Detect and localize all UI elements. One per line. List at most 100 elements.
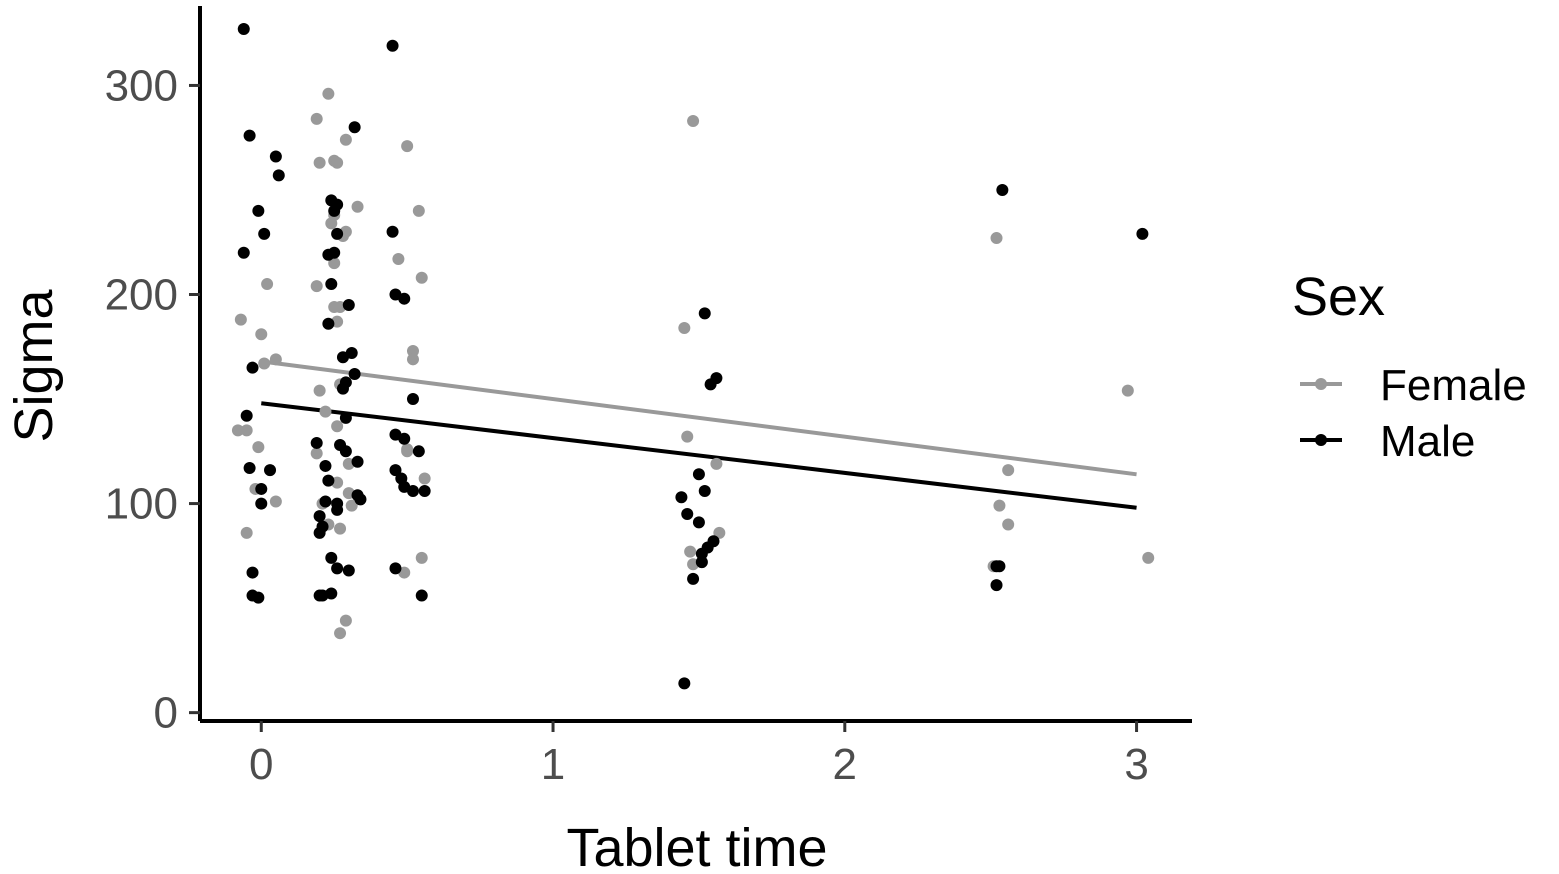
point-female xyxy=(392,252,405,265)
point-male xyxy=(246,361,259,374)
point-female xyxy=(1142,551,1155,564)
x-tick-label: 0 xyxy=(249,740,273,789)
point-male xyxy=(354,493,367,506)
point-male xyxy=(339,411,352,424)
y-tick-label: 300 xyxy=(105,61,178,110)
point-female xyxy=(339,133,352,146)
point-male xyxy=(325,551,338,564)
x-axis-title: Tablet time xyxy=(566,818,827,874)
x-tick-label: 2 xyxy=(833,740,857,789)
point-male xyxy=(398,292,411,305)
point-female xyxy=(412,204,425,217)
point-female xyxy=(310,112,323,125)
point-male xyxy=(310,436,323,449)
point-female xyxy=(252,441,265,454)
x-tick-label: 1 xyxy=(541,740,565,789)
point-female xyxy=(687,114,700,127)
point-female xyxy=(339,614,352,627)
point-male xyxy=(264,464,277,477)
point-male xyxy=(993,560,1006,573)
point-female xyxy=(258,357,271,370)
x-axis-ticks: 0 1 2 3 xyxy=(249,721,1149,789)
point-male xyxy=(698,307,711,320)
point-female xyxy=(1121,384,1134,397)
point-female xyxy=(269,495,282,508)
point-female xyxy=(1002,464,1015,477)
point-male xyxy=(325,278,338,291)
point-female xyxy=(261,278,274,291)
axes: 0 1 2 3 0 100 200 300 xyxy=(105,6,1192,789)
legend-item-female: Female xyxy=(1300,361,1527,410)
point-male xyxy=(415,589,428,602)
point-female xyxy=(255,328,268,341)
point-male xyxy=(258,227,271,240)
legend-items: Female Male xyxy=(1300,361,1527,466)
point-female xyxy=(401,443,414,456)
point-male xyxy=(398,432,411,445)
point-female xyxy=(345,499,358,512)
plot-area xyxy=(231,22,1155,690)
y-tick-label: 100 xyxy=(105,480,178,529)
point-female xyxy=(328,257,341,270)
point-female xyxy=(710,457,723,470)
point-male xyxy=(678,677,691,690)
point-male xyxy=(272,169,285,182)
point-male xyxy=(240,409,253,422)
x-tick-label: 3 xyxy=(1124,740,1148,789)
y-tick-label: 0 xyxy=(154,689,178,738)
point-male xyxy=(412,445,425,458)
point-female xyxy=(310,447,323,460)
point-male xyxy=(698,485,711,498)
point-female xyxy=(310,280,323,293)
legend: Sex Female Male xyxy=(1292,267,1527,466)
y-axis-ticks: 0 100 200 300 xyxy=(105,61,200,738)
point-male xyxy=(246,566,259,579)
point-male xyxy=(687,572,700,585)
point-male xyxy=(255,482,268,495)
point-male xyxy=(389,562,402,575)
legend-label-female: Female xyxy=(1380,361,1527,410)
point-male xyxy=(389,464,402,477)
point-female xyxy=(334,522,347,535)
point-male xyxy=(325,587,338,600)
legend-label-male: Male xyxy=(1380,417,1475,466)
point-female xyxy=(415,271,428,284)
point-female xyxy=(681,430,694,443)
trend-lines xyxy=(261,359,1137,510)
point-male xyxy=(331,503,344,516)
point-male xyxy=(707,535,720,548)
point-male xyxy=(386,225,399,238)
point-female xyxy=(401,140,414,153)
point-male xyxy=(269,150,282,163)
point-female xyxy=(713,526,726,539)
point-male xyxy=(996,183,1009,196)
point-female xyxy=(319,405,332,418)
point-female xyxy=(313,384,326,397)
point-female xyxy=(406,353,419,366)
point-male xyxy=(406,485,419,498)
point-male xyxy=(252,204,265,217)
point-male xyxy=(1136,227,1149,240)
point-male xyxy=(331,227,344,240)
point-female xyxy=(269,353,282,366)
point-female xyxy=(331,420,344,433)
trend-line-male xyxy=(261,401,1137,510)
point-male xyxy=(319,459,332,472)
point-male xyxy=(319,495,332,508)
point-female xyxy=(351,200,364,213)
y-axis-title: Sigma xyxy=(4,289,64,443)
legend-key-point-male xyxy=(1315,434,1327,446)
point-female xyxy=(234,313,247,326)
point-male xyxy=(386,39,399,52)
point-male xyxy=(313,510,326,523)
point-female xyxy=(240,526,253,539)
point-male xyxy=(322,317,335,330)
point-male xyxy=(243,462,256,475)
point-male xyxy=(252,591,265,604)
legend-title: Sex xyxy=(1292,267,1385,327)
point-male xyxy=(710,372,723,385)
point-male xyxy=(237,246,250,259)
point-male xyxy=(351,455,364,468)
point-female xyxy=(684,545,697,558)
